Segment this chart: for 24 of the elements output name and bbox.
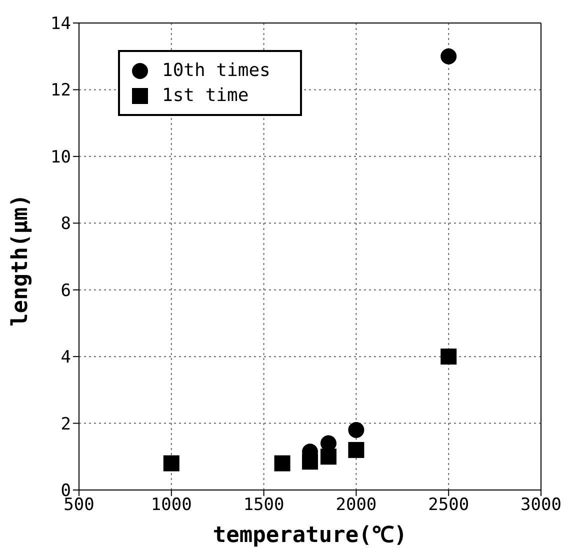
point	[274, 455, 290, 472]
y-axis-title: length(μm)	[8, 194, 33, 326]
x-tick-label: 1500	[243, 495, 284, 516]
point	[348, 442, 364, 458]
x-axis-title: temperature(℃)	[212, 523, 408, 548]
x-tick-label: 3000	[520, 495, 562, 516]
x-tick-label: 2000	[336, 495, 377, 516]
point	[440, 348, 457, 365]
y-tick-label: 2	[60, 414, 71, 434]
legend-label: 1st time	[162, 85, 249, 106]
x-tick-label: 1000	[150, 495, 192, 516]
y-tick-label: 4	[60, 348, 71, 368]
point	[440, 48, 457, 64]
y-tick-label: 14	[50, 14, 71, 34]
y-tick-label: 10	[50, 147, 71, 168]
point	[163, 455, 180, 472]
point	[320, 448, 336, 465]
y-tick-label: 8	[60, 214, 71, 234]
x-tick-label: 2500	[428, 495, 470, 516]
point	[302, 454, 318, 470]
legend-label: 10th times	[162, 60, 270, 81]
y-tick-label: 6	[60, 280, 71, 301]
point	[348, 422, 364, 438]
y-tick-label: 12	[50, 80, 71, 101]
